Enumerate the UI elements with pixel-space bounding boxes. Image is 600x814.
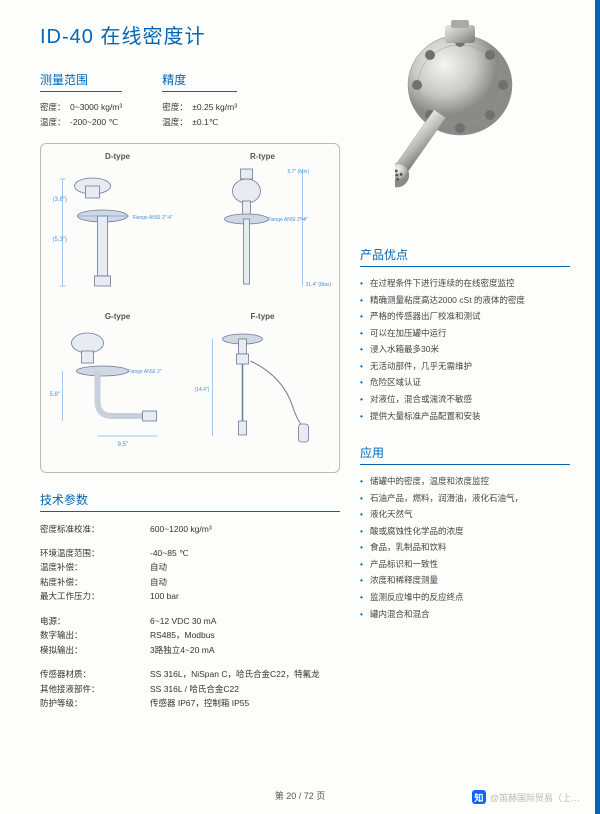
tech-group: 电源：6~12 VDC 30 mA数字输出：RS485，Modbus模拟输出：3… [40,614,340,657]
application-item: 食品，乳制品和饮料 [360,539,570,556]
tech-value: 600~1200 kg/m³ [150,522,212,536]
application-item: 浓度和稀释度测量 [360,572,570,589]
advantage-item: 浸入水箱最多30米 [360,341,570,358]
tech-label: 密度标准校准： [40,522,150,536]
tech-row: 模拟输出：3路独立4~20 mA [40,643,340,657]
tech-value: 6~12 VDC 30 mA [150,614,216,628]
tech-row: 环境温度范围：-40~85 ℃ [40,546,340,560]
tech-value: 传感器 IP67，控制箱 IP55 [150,696,249,710]
tech-heading: 技术参数 [40,491,340,512]
accuracy-temp-label: 温度： [162,115,192,130]
diagram-r: 5.7" (Min) Flange ANSI 2"-4" 31.4" (Max) [192,161,333,301]
application-item: 监测反应堆中的反应终点 [360,589,570,606]
advantage-item: 无活动部件，几乎无需维护 [360,358,570,375]
svg-text:Flange ANSI 2"-4": Flange ANSI 2"-4" [133,215,173,221]
tech-value: 自动 [150,560,167,574]
tech-label: 防护等级： [40,696,150,710]
advantage-item: 可以在加压罐中运行 [360,325,570,342]
application-item: 罐内混合和混合 [360,606,570,623]
zhihu-icon: 知 [472,790,486,804]
svg-text:5.7" (Min): 5.7" (Min) [288,169,310,175]
accuracy-temp-value: ±0.1℃ [192,115,218,130]
tech-value: RS485，Modbus [150,628,215,642]
page-content: ID-40 在线密度计 [0,0,600,814]
application-item: 酸或腐蚀性化学品的浓度 [360,523,570,540]
tech-group: 传感器材质：SS 316L，NiSpan C，哈氏合金C22，特氟龙其他接液部件… [40,667,340,710]
tech-row: 粘度补偿：自动 [40,575,340,589]
application-item: 液化天然气 [360,506,570,523]
tech-value: SS 316L / 哈氏合金C22 [150,682,239,696]
advantage-item: 在过程条件下进行连续的在线密度监控 [360,275,570,292]
watermark-text: @笛赫国际贸易（上… [490,791,580,804]
tech-label: 数字输出： [40,628,150,642]
diagram-box: D-type [40,143,340,473]
advantage-item: 精确测量粘度高达2000 cSt 的液体的密度 [360,292,570,309]
tech-label: 温度补偿： [40,560,150,574]
tech-label: 传感器材质： [40,667,150,681]
diagram-f-label: F-type [192,312,333,321]
range-temp-value: -200~200 ℃ [70,115,118,130]
tech-value: -40~85 ℃ [150,546,189,560]
tech-row: 温度补偿：自动 [40,560,340,574]
tech-row: 防护等级：传感器 IP67，控制箱 IP55 [40,696,340,710]
tech-value: 100 bar [150,589,179,603]
tech-value: SS 316L，NiSpan C，哈氏合金C22，特氟龙 [150,667,320,681]
svg-text:(3.8"): (3.8") [53,197,67,203]
tech-group: 环境温度范围：-40~85 ℃温度补偿：自动粘度补偿：自动最大工作压力：100 … [40,546,340,604]
application-item: 储罐中的密度，温度和浓度监控 [360,473,570,490]
svg-text:9.5": 9.5" [118,442,128,448]
diagram-d: (3.8") (5.3") Flange ANSI 2"-4" [47,161,188,301]
tech-value: 自动 [150,575,167,589]
tech-label: 最大工作压力： [40,589,150,603]
svg-text:(14.4"): (14.4") [195,387,210,393]
tech-params: 技术参数 密度标准校准：600~1200 kg/m³环境温度范围：-40~85 … [40,491,340,711]
range-temp-label: 温度： [40,115,70,130]
range-heading: 测量范围 [40,71,122,92]
tech-value: 3路独立4~20 mA [150,643,215,657]
tech-group: 密度标准校准：600~1200 kg/m³ [40,522,340,536]
tech-label: 模拟输出： [40,643,150,657]
advantage-item: 严格的传感器出厂校准和测试 [360,308,570,325]
advantages-heading: 产品优点 [360,246,570,267]
product-image [395,20,575,210]
application-item: 产品标识和一致性 [360,556,570,573]
svg-text:Flange ANSI 2"-4": Flange ANSI 2"-4" [268,217,308,223]
diagram-f: (14.4") [192,321,333,461]
diagram-g-label: G-type [47,312,188,321]
advantage-item: 提供大量标准产品配置和安装 [360,408,570,425]
tech-row: 密度标准校准：600~1200 kg/m³ [40,522,340,536]
accuracy-density-value: ±0.25 kg/m³ [192,100,237,115]
range-density-label: 密度： [40,100,70,115]
tech-row: 数字输出：RS485，Modbus [40,628,340,642]
advantage-item: 对液位，混合或湍流不敏感 [360,391,570,408]
diagram-d-label: D-type [47,152,188,161]
watermark: 知 @笛赫国际贸易（上… [472,790,580,804]
advantage-item: 危险区域认证 [360,374,570,391]
tech-label: 电源： [40,614,150,628]
tech-label: 粘度补偿： [40,575,150,589]
range-density-value: 0~3000 kg/m³ [70,100,122,115]
applications-heading: 应用 [360,444,570,465]
accuracy-block: 精度 密度：±0.25 kg/m³ 温度：±0.1℃ [162,67,237,131]
diagram-g: Flange ANSI 2" 5.8" 9.5" [47,321,188,461]
left-column: 测量范围 密度：0~3000 kg/m³ 温度：-200~200 ℃ 精度 密度… [40,67,340,720]
tech-row: 传感器材质：SS 316L，NiSpan C，哈氏合金C22，特氟龙 [40,667,340,681]
tech-row: 电源：6~12 VDC 30 mA [40,614,340,628]
tech-row: 其他接液部件：SS 316L / 哈氏合金C22 [40,682,340,696]
tech-label: 其他接液部件： [40,682,150,696]
diagram-r-label: R-type [192,152,333,161]
advantages-list: 在过程条件下进行连续的在线密度监控精确测量粘度高达2000 cSt 的液体的密度… [360,275,570,424]
accuracy-density-label: 密度： [162,100,192,115]
svg-text:Flange ANSI 2": Flange ANSI 2" [128,369,162,375]
range-block: 测量范围 密度：0~3000 kg/m³ 温度：-200~200 ℃ [40,67,122,131]
accuracy-heading: 精度 [162,71,237,92]
applications-list: 储罐中的密度，温度和浓度监控石油产品，燃料，润滑油，液化石油气，液化天然气酸或腐… [360,473,570,622]
svg-text:(5.3"): (5.3") [53,237,67,243]
tech-label: 环境温度范围： [40,546,150,560]
svg-text:5.8": 5.8" [50,392,60,398]
application-item: 石油产品，燃料，润滑油，液化石油气， [360,490,570,507]
tech-row: 最大工作压力：100 bar [40,589,340,603]
svg-text:31.4" (Max): 31.4" (Max) [306,282,332,288]
